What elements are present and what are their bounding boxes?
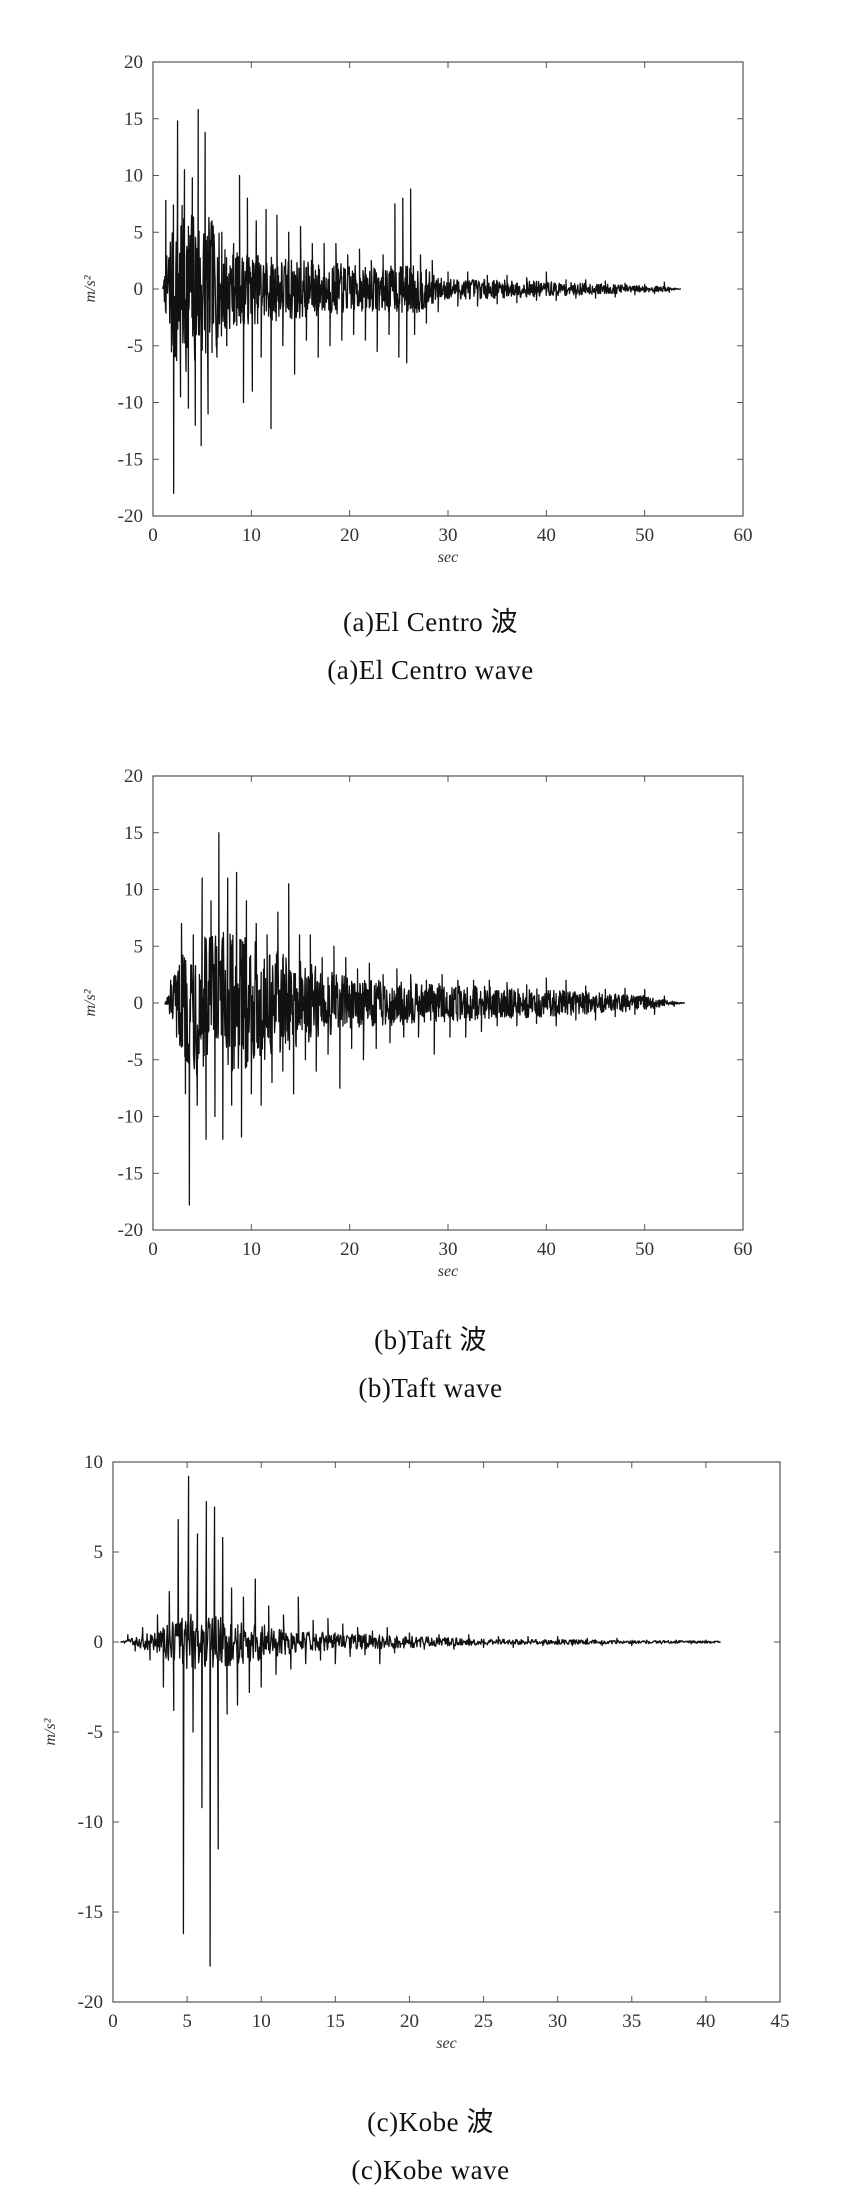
- x-tick-label: 0: [108, 2011, 118, 2032]
- x-tick-label: 40: [537, 525, 556, 546]
- y-tick-label: 10: [84, 1452, 103, 1473]
- chart-c: 0 5 10 15 20 25 30 35 40 45 10 5 0 -5 -10 -15 -20 sec m/s²: [42, 1452, 790, 2052]
- x-tick-label: 50: [635, 525, 654, 546]
- series-line: [120, 1475, 722, 1967]
- x-axis-label: sec: [436, 2035, 456, 2052]
- caption-b-en: (b)Taft wave: [358, 1373, 503, 1403]
- y-tick-label: 15: [124, 823, 143, 844]
- y-tick-label: 5: [94, 1542, 104, 1563]
- y-tick-label: -10: [118, 1107, 143, 1128]
- y-tick-label: 10: [124, 880, 143, 901]
- y-tick-label: -5: [127, 336, 143, 357]
- y-tick-label: -20: [118, 506, 143, 527]
- x-tick-label: 30: [439, 1239, 458, 1260]
- x-tick-label: 10: [242, 525, 261, 546]
- x-axis-label: sec: [438, 549, 458, 566]
- caption-c-cn: (c)Kobe 波: [367, 2107, 494, 2137]
- x-tick-label: 20: [400, 2011, 419, 2032]
- y-tick-label: -5: [127, 1050, 143, 1071]
- y-tick-label: 20: [124, 52, 143, 73]
- y-tick-label: -15: [78, 1902, 103, 1923]
- x-tick-label: 20: [340, 1239, 359, 1260]
- plot-frame: [112, 1461, 781, 2003]
- x-tick-label: 40: [537, 1239, 556, 1260]
- x-tick-label: 30: [439, 525, 458, 546]
- caption-b-cn: (b)Taft 波: [374, 1325, 487, 1355]
- y-axis-label: m/s²: [82, 274, 99, 302]
- y-tick-label: -5: [87, 1722, 103, 1743]
- y-tick-label: -15: [118, 449, 143, 470]
- y-tick-label: 0: [134, 993, 144, 1014]
- x-tick-label: 50: [635, 1239, 654, 1260]
- y-tick-label: 5: [134, 936, 144, 957]
- y-tick-label: -15: [118, 1163, 143, 1184]
- x-tick-label: 30: [548, 2011, 567, 2032]
- x-tick-label: 25: [474, 2011, 493, 2032]
- series-line: [162, 109, 682, 494]
- y-axis-label: m/s²: [82, 988, 99, 1016]
- figure-a: 0 10 20 30 40 50 60 20 15 10 5 0 -5 -10 -15 -20 sec m/s² …: [0, 0, 861, 720]
- series-line: [164, 832, 686, 1206]
- x-tick-label: 60: [734, 1239, 753, 1260]
- x-tick-label: 35: [622, 2011, 641, 2032]
- y-axis-label: m/s²: [42, 1717, 59, 1745]
- y-tick-label: 15: [124, 109, 143, 130]
- y-tick-label: 20: [124, 766, 143, 787]
- y-tick-label: 0: [94, 1632, 104, 1653]
- y-tick-label: -20: [78, 1992, 103, 2013]
- x-tick-label: 10: [252, 2011, 271, 2032]
- caption-c-en: (c)Kobe wave: [351, 2155, 510, 2185]
- x-tick-label: 60: [734, 525, 753, 546]
- x-tick-label: 0: [148, 1239, 158, 1260]
- figure-b: 0 10 20 30 40 50 60 20 15 10 5 0 -5 -10 -15 -20 sec m/s² …: [82, 766, 753, 1403]
- x-tick-label: 15: [326, 2011, 345, 2032]
- x-tick-label: 45: [771, 2011, 790, 2032]
- y-tick-label: -20: [118, 1220, 143, 1241]
- x-tick-label: 10: [242, 1239, 261, 1260]
- y-tick-label: -10: [78, 1812, 103, 1833]
- y-tick-label: 0: [134, 279, 144, 300]
- y-tick-label: -10: [118, 393, 143, 414]
- y-tick-label: 10: [124, 166, 143, 187]
- x-tick-label: 20: [340, 525, 359, 546]
- caption-a-cn: (a)El Centro 波: [343, 607, 518, 637]
- y-tick-label: 5: [134, 222, 144, 243]
- x-axis-label: sec: [438, 1263, 458, 1280]
- caption-a-en: (a)El Centro wave: [327, 655, 534, 685]
- x-tick-label: 5: [182, 2011, 192, 2032]
- x-tick-label: 40: [696, 2011, 715, 2032]
- x-tick-label: 0: [148, 525, 158, 546]
